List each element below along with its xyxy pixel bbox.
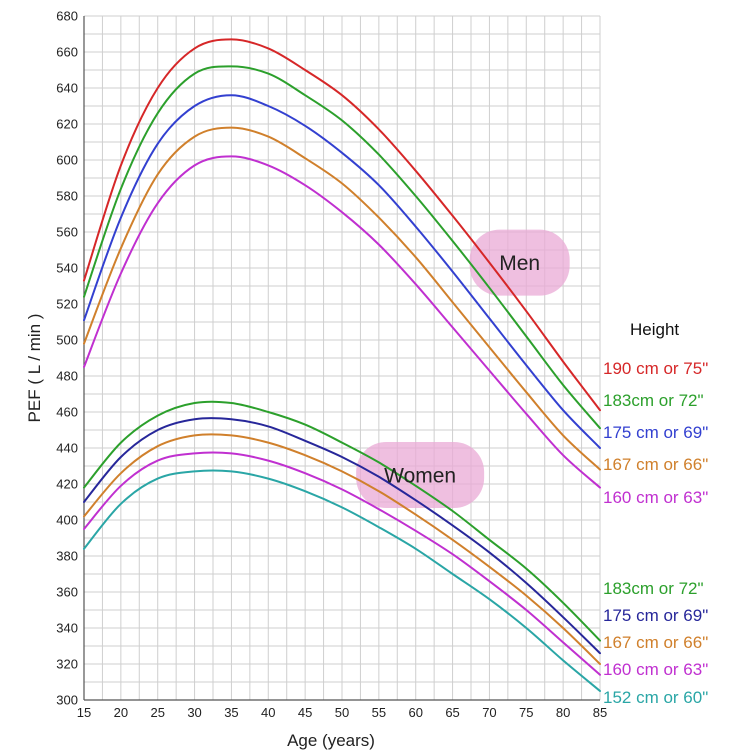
y-tick-label: 620	[56, 117, 78, 132]
series-line-women	[83, 417, 601, 655]
tick-labels: 300 320 340 360 380 400 420 440 460 480 500 520 540 5…	[56, 9, 607, 721]
group-badge-women	[356, 442, 485, 508]
y-tick-label: 640	[56, 81, 78, 96]
legend-entry-women: 167 cm or 66"	[603, 633, 708, 652]
y-tick-label: 460	[56, 405, 78, 420]
series-line-women	[83, 433, 601, 665]
x-tick-label: 15	[77, 705, 91, 720]
y-tick-label: 300	[56, 693, 78, 708]
group-badge-men	[469, 229, 570, 296]
series-line-men	[83, 126, 601, 471]
y-tick-label: 320	[56, 657, 78, 672]
y-tick-label: 400	[56, 513, 78, 528]
y-axis-label: PEF ( L / min )	[25, 314, 44, 423]
legend-entry-women: 175 cm or 69"	[603, 606, 708, 625]
series-line-men	[83, 38, 601, 412]
legend-entry-men: 160 cm or 63"	[603, 488, 708, 507]
legend-entry-men: 190 cm or 75"	[603, 359, 708, 378]
x-tick-label: 60	[408, 705, 422, 720]
y-tick-label: 520	[56, 297, 78, 312]
series-line-women	[83, 451, 601, 676]
x-tick-label: 85	[593, 705, 607, 720]
x-tick-label: 70	[482, 705, 496, 720]
x-tick-label: 25	[150, 705, 164, 720]
y-tick-label: 660	[56, 45, 78, 60]
y-tick-label: 380	[56, 549, 78, 564]
group-labels: Men Women	[384, 252, 540, 487]
y-tick-label: 480	[56, 369, 78, 384]
series-lines	[83, 38, 601, 692]
legend-entry-men: 175 cm or 69"	[603, 423, 708, 442]
x-tick-label: 35	[224, 705, 238, 720]
x-tick-label: 40	[261, 705, 275, 720]
legend-entry-men: 167 cm or 66"	[603, 455, 708, 474]
x-tick-label: 80	[556, 705, 570, 720]
legend-entry-women: 183cm or 72"	[603, 579, 704, 598]
group-label-women: Women	[384, 465, 456, 488]
legend-title: Height	[630, 320, 679, 339]
group-badges	[356, 229, 570, 508]
series-line-men	[83, 94, 601, 449]
series-line-women	[83, 400, 601, 642]
legend-entry-men: 183cm or 72"	[603, 391, 704, 410]
series-line-women	[83, 469, 601, 692]
legend-entry-women: 152 cm or 60"	[603, 688, 708, 707]
x-tick-label: 20	[114, 705, 128, 720]
y-tick-label: 360	[56, 585, 78, 600]
y-tick-label: 540	[56, 261, 78, 276]
y-tick-label: 580	[56, 189, 78, 204]
x-tick-label: 65	[445, 705, 459, 720]
y-tick-label: 680	[56, 9, 78, 24]
x-tick-label: 50	[335, 705, 349, 720]
x-axis-label: Age (years)	[287, 731, 375, 750]
x-tick-label: 45	[298, 705, 312, 720]
legend: Height 190 cm or 75" 183cm or 72" 175 cm or…	[603, 320, 708, 707]
y-tick-label: 600	[56, 153, 78, 168]
x-tick-label: 75	[519, 705, 533, 720]
axes	[83, 16, 600, 701]
x-tick-label: 30	[187, 705, 201, 720]
y-tick-label: 500	[56, 333, 78, 348]
grid	[83, 15, 601, 701]
y-tick-label: 420	[56, 477, 78, 492]
series-line-men	[83, 155, 601, 489]
group-label-men: Men	[499, 252, 540, 275]
legend-entry-women: 160 cm or 63"	[603, 660, 708, 679]
y-tick-label: 440	[56, 441, 78, 456]
series-line-men	[83, 65, 601, 430]
y-tick-label: 560	[56, 225, 78, 240]
x-tick-label: 55	[372, 705, 386, 720]
y-tick-label: 340	[56, 621, 78, 636]
